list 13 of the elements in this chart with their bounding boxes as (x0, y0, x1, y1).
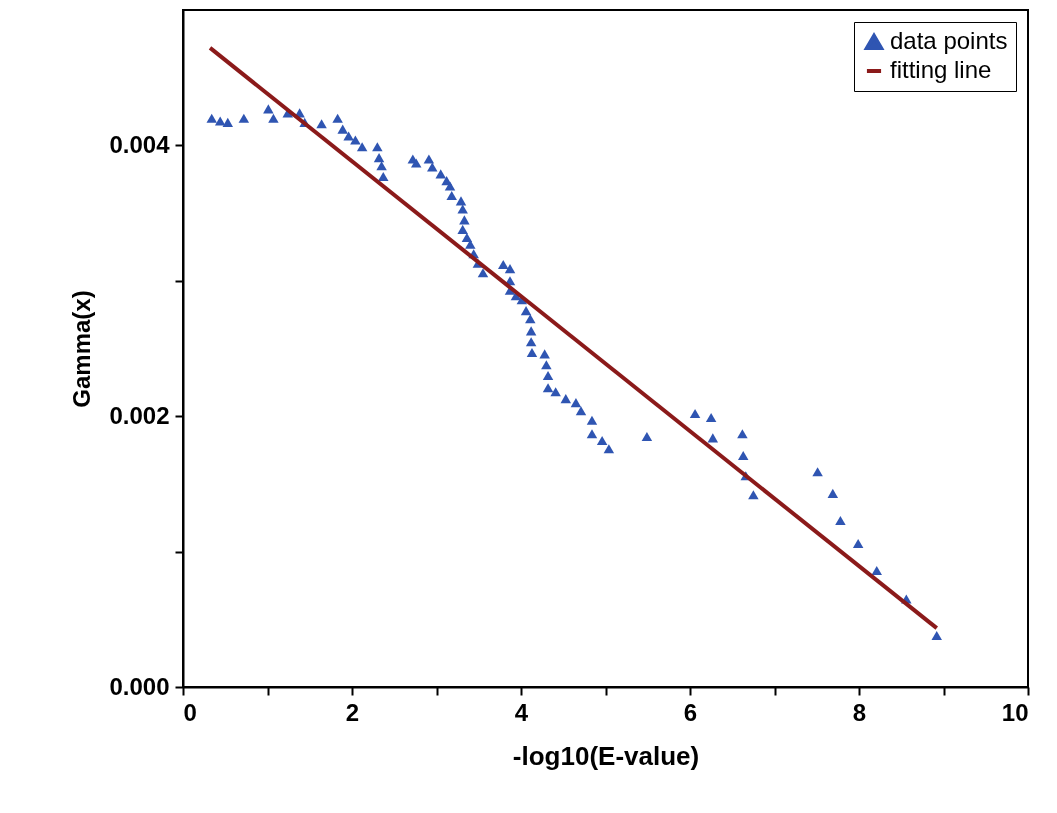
x-tick-label: 2 (345, 698, 360, 726)
x-tick-label: 0 (183, 698, 197, 726)
x-tick-label: 10 (1001, 698, 1029, 726)
y-tick-label: 0.002 (109, 401, 170, 429)
legend-label: fitting line (890, 56, 992, 83)
y-tick-label: 0.000 (109, 672, 170, 700)
x-tick-label: 6 (683, 698, 698, 726)
legend-label: data points (890, 27, 1008, 54)
y-tick-label: 0.004 (109, 130, 171, 158)
x-tick-label: 4 (514, 698, 529, 726)
x-tick-label: 8 (852, 698, 867, 726)
y-axis-title: Gamma(x) (68, 290, 96, 408)
x-axis-title: -log10(E-value) (512, 740, 700, 771)
